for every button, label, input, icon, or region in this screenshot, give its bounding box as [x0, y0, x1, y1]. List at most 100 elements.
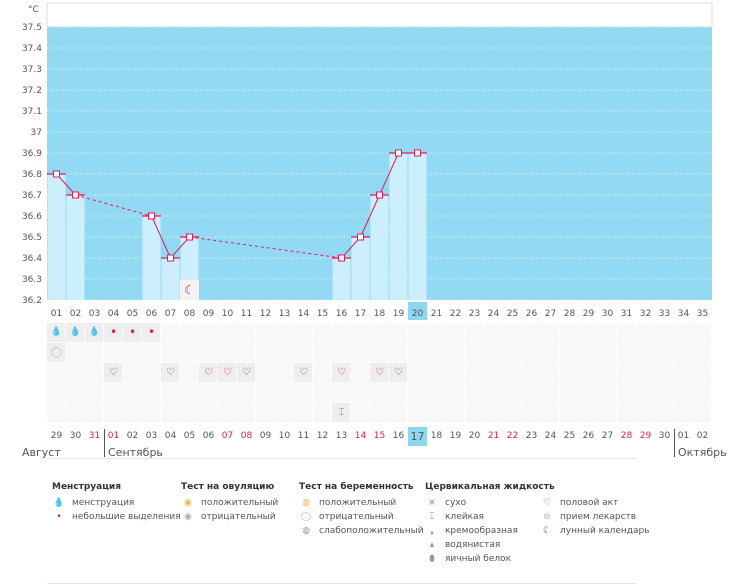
grid-cell[interactable] — [389, 403, 407, 422]
grid-cell[interactable] — [256, 363, 274, 382]
grid-cell[interactable] — [484, 343, 502, 362]
grid-cell[interactable] — [85, 343, 103, 362]
grid-cell[interactable] — [446, 343, 464, 362]
grid-cell[interactable] — [560, 383, 578, 402]
grid-cell[interactable] — [484, 363, 502, 382]
grid-cell[interactable] — [85, 403, 103, 422]
grid-cell[interactable] — [655, 403, 673, 422]
grid-cell[interactable] — [237, 363, 255, 382]
grid-cell[interactable] — [446, 323, 464, 342]
grid-cell[interactable] — [484, 403, 502, 422]
grid-cell[interactable] — [294, 403, 312, 422]
grid-cell[interactable] — [427, 363, 445, 382]
grid-cell[interactable] — [617, 383, 635, 402]
grid-cell[interactable] — [85, 323, 103, 342]
grid-cell[interactable] — [674, 363, 692, 382]
grid-cell[interactable] — [408, 383, 426, 402]
grid-cell[interactable] — [636, 323, 654, 342]
grid-cell[interactable] — [256, 343, 274, 362]
grid-cell[interactable] — [693, 363, 711, 382]
grid-cell[interactable] — [47, 343, 65, 362]
grid-cell[interactable] — [199, 363, 217, 382]
grid-cell[interactable] — [237, 403, 255, 422]
grid-cell[interactable] — [446, 403, 464, 422]
grid-cell[interactable] — [484, 323, 502, 342]
grid-cell[interactable] — [370, 343, 388, 362]
grid-cell[interactable] — [161, 363, 179, 382]
grid-cell[interactable] — [256, 403, 274, 422]
grid-cell[interactable] — [47, 323, 65, 342]
grid-cell[interactable] — [275, 323, 293, 342]
grid-cell[interactable] — [636, 343, 654, 362]
grid-cell[interactable] — [522, 363, 540, 382]
grid-cell[interactable] — [85, 383, 103, 402]
grid-cell[interactable] — [465, 363, 483, 382]
grid-cell[interactable] — [560, 363, 578, 382]
grid-cell[interactable] — [104, 383, 122, 402]
grid-cell[interactable] — [351, 403, 369, 422]
grid-cell[interactable] — [294, 343, 312, 362]
grid-cell[interactable] — [237, 343, 255, 362]
grid-cell[interactable] — [522, 383, 540, 402]
grid-cell[interactable] — [579, 383, 597, 402]
grid-cell[interactable] — [446, 383, 464, 402]
grid-cell[interactable] — [180, 363, 198, 382]
grid-cell[interactable] — [218, 343, 236, 362]
grid-cell[interactable] — [617, 403, 635, 422]
grid-cell[interactable] — [465, 403, 483, 422]
grid-cell[interactable] — [560, 343, 578, 362]
grid-cell[interactable] — [560, 403, 578, 422]
grid-cell[interactable] — [427, 383, 445, 402]
grid-cell[interactable] — [674, 323, 692, 342]
grid-cell[interactable] — [313, 403, 331, 422]
grid-cell[interactable] — [218, 383, 236, 402]
grid-cell[interactable] — [389, 343, 407, 362]
grid-cell[interactable] — [389, 383, 407, 402]
grid-cell[interactable] — [161, 383, 179, 402]
grid-cell[interactable] — [199, 343, 217, 362]
grid-cell[interactable] — [389, 323, 407, 342]
grid-cell[interactable] — [237, 383, 255, 402]
grid-cell[interactable] — [313, 343, 331, 362]
grid-cell[interactable] — [161, 343, 179, 362]
grid-cell[interactable] — [598, 323, 616, 342]
grid-cell[interactable] — [161, 323, 179, 342]
grid-cell[interactable] — [655, 343, 673, 362]
grid-cell[interactable] — [47, 383, 65, 402]
grid-cell[interactable] — [351, 323, 369, 342]
grid-cell[interactable] — [142, 403, 160, 422]
grid-cell[interactable] — [180, 403, 198, 422]
grid-cell[interactable] — [655, 363, 673, 382]
grid-cell[interactable] — [693, 383, 711, 402]
grid-cell[interactable] — [427, 403, 445, 422]
grid-cell[interactable] — [275, 403, 293, 422]
grid-cell[interactable] — [66, 383, 84, 402]
grid-cell[interactable] — [275, 383, 293, 402]
grid-cell[interactable] — [446, 363, 464, 382]
grid-cell[interactable] — [275, 363, 293, 382]
grid-cell[interactable] — [332, 383, 350, 402]
grid-cell[interactable] — [313, 383, 331, 402]
grid-cell[interactable] — [142, 323, 160, 342]
grid-cell[interactable] — [370, 363, 388, 382]
grid-cell[interactable] — [579, 343, 597, 362]
grid-cell[interactable] — [161, 403, 179, 422]
grid-cell[interactable] — [66, 323, 84, 342]
grid-cell[interactable] — [237, 323, 255, 342]
grid-cell[interactable] — [522, 323, 540, 342]
grid-cell[interactable] — [465, 343, 483, 362]
grid-cell[interactable] — [351, 343, 369, 362]
grid-cell[interactable] — [351, 383, 369, 402]
grid-cell[interactable] — [47, 403, 65, 422]
grid-cell[interactable] — [408, 343, 426, 362]
grid-cell[interactable] — [142, 343, 160, 362]
grid-cell[interactable] — [617, 343, 635, 362]
grid-cell[interactable] — [636, 383, 654, 402]
grid-cell[interactable] — [256, 323, 274, 342]
grid-cell[interactable] — [66, 363, 84, 382]
grid-cell[interactable] — [617, 323, 635, 342]
grid-cell[interactable] — [332, 323, 350, 342]
grid-cell[interactable] — [693, 403, 711, 422]
grid-cell[interactable] — [313, 323, 331, 342]
grid-cell[interactable] — [123, 403, 141, 422]
